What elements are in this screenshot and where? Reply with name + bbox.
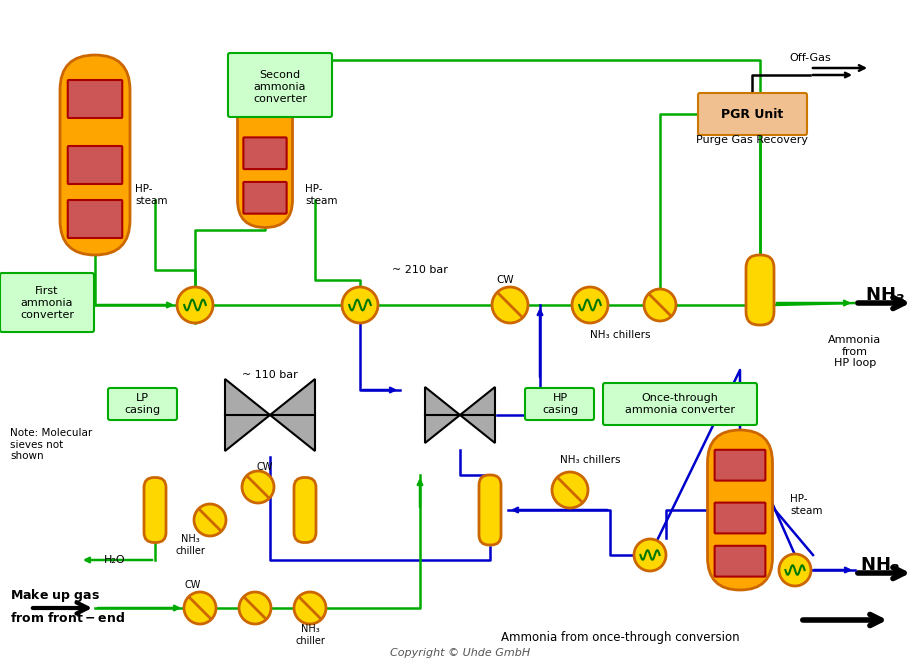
- Text: PGR Unit: PGR Unit: [720, 108, 783, 120]
- FancyBboxPatch shape: [237, 62, 292, 228]
- Polygon shape: [460, 387, 495, 443]
- Circle shape: [634, 539, 666, 571]
- FancyBboxPatch shape: [746, 255, 774, 325]
- Text: ~ 210 bar: ~ 210 bar: [392, 265, 448, 275]
- Circle shape: [184, 592, 216, 624]
- Text: LP
casing: LP casing: [124, 393, 160, 415]
- Text: CW: CW: [256, 462, 273, 472]
- Circle shape: [644, 289, 676, 321]
- Circle shape: [779, 554, 811, 586]
- FancyBboxPatch shape: [144, 477, 166, 542]
- FancyBboxPatch shape: [525, 388, 594, 420]
- Text: $\mathbf{NH_3}$: $\mathbf{NH_3}$: [860, 555, 900, 575]
- Text: $\bf{Make\ up\ gas}$: $\bf{Make\ up\ gas}$: [10, 586, 100, 604]
- Text: NH₃ chillers: NH₃ chillers: [560, 455, 620, 465]
- Circle shape: [552, 472, 588, 508]
- Text: Purge Gas Recovery: Purge Gas Recovery: [696, 135, 808, 145]
- Text: HP-
steam: HP- steam: [305, 184, 337, 206]
- FancyBboxPatch shape: [108, 388, 177, 420]
- Text: Ammonia
from
HP loop: Ammonia from HP loop: [828, 335, 881, 369]
- Text: Copyright © Uhde GmbH: Copyright © Uhde GmbH: [390, 648, 530, 658]
- Circle shape: [242, 471, 274, 503]
- Text: NH₃ chillers: NH₃ chillers: [590, 330, 651, 340]
- FancyBboxPatch shape: [715, 546, 766, 576]
- Circle shape: [342, 287, 378, 323]
- Text: Once-through
ammonia converter: Once-through ammonia converter: [625, 393, 735, 415]
- Polygon shape: [425, 387, 460, 443]
- Text: Ammonia from once-through conversion: Ammonia from once-through conversion: [501, 631, 739, 645]
- Circle shape: [194, 504, 226, 536]
- FancyBboxPatch shape: [244, 137, 287, 169]
- FancyBboxPatch shape: [228, 53, 332, 117]
- FancyBboxPatch shape: [715, 450, 766, 481]
- Circle shape: [572, 287, 608, 323]
- Circle shape: [294, 592, 326, 624]
- Text: Second
ammonia
converter: Second ammonia converter: [253, 70, 307, 104]
- FancyBboxPatch shape: [603, 383, 757, 425]
- Circle shape: [492, 287, 528, 323]
- Polygon shape: [225, 379, 270, 451]
- Text: HP-
steam: HP- steam: [135, 184, 167, 206]
- Text: NH₃
chiller: NH₃ chiller: [175, 535, 205, 556]
- FancyBboxPatch shape: [708, 430, 773, 590]
- Text: First
ammonia
converter: First ammonia converter: [20, 286, 74, 319]
- FancyBboxPatch shape: [0, 273, 94, 332]
- Text: ~ 110 bar: ~ 110 bar: [242, 370, 298, 380]
- Text: H₂O: H₂O: [104, 555, 126, 565]
- Text: Note: Molecular
sieves not
shown: Note: Molecular sieves not shown: [10, 428, 92, 461]
- FancyBboxPatch shape: [68, 146, 122, 184]
- FancyBboxPatch shape: [715, 503, 766, 533]
- Text: HP
casing: HP casing: [542, 393, 578, 415]
- FancyBboxPatch shape: [698, 93, 807, 135]
- FancyBboxPatch shape: [244, 83, 287, 115]
- FancyBboxPatch shape: [244, 182, 287, 214]
- Text: NH₃
chiller: NH₃ chiller: [295, 624, 325, 646]
- Text: Off-Gas: Off-Gas: [789, 53, 831, 63]
- FancyBboxPatch shape: [68, 200, 122, 238]
- Circle shape: [177, 287, 213, 323]
- Text: CW: CW: [496, 275, 514, 285]
- Text: CW: CW: [185, 580, 201, 590]
- Circle shape: [239, 592, 271, 624]
- FancyBboxPatch shape: [479, 475, 501, 545]
- Text: HP-
steam: HP- steam: [790, 494, 823, 516]
- Polygon shape: [270, 379, 315, 451]
- Text: $\mathbf{NH_3}$: $\mathbf{NH_3}$: [865, 285, 905, 305]
- FancyBboxPatch shape: [294, 477, 316, 542]
- FancyBboxPatch shape: [68, 80, 122, 118]
- FancyBboxPatch shape: [60, 55, 130, 255]
- Text: $\bf{from\ front-end}$: $\bf{from\ front-end}$: [10, 611, 125, 625]
